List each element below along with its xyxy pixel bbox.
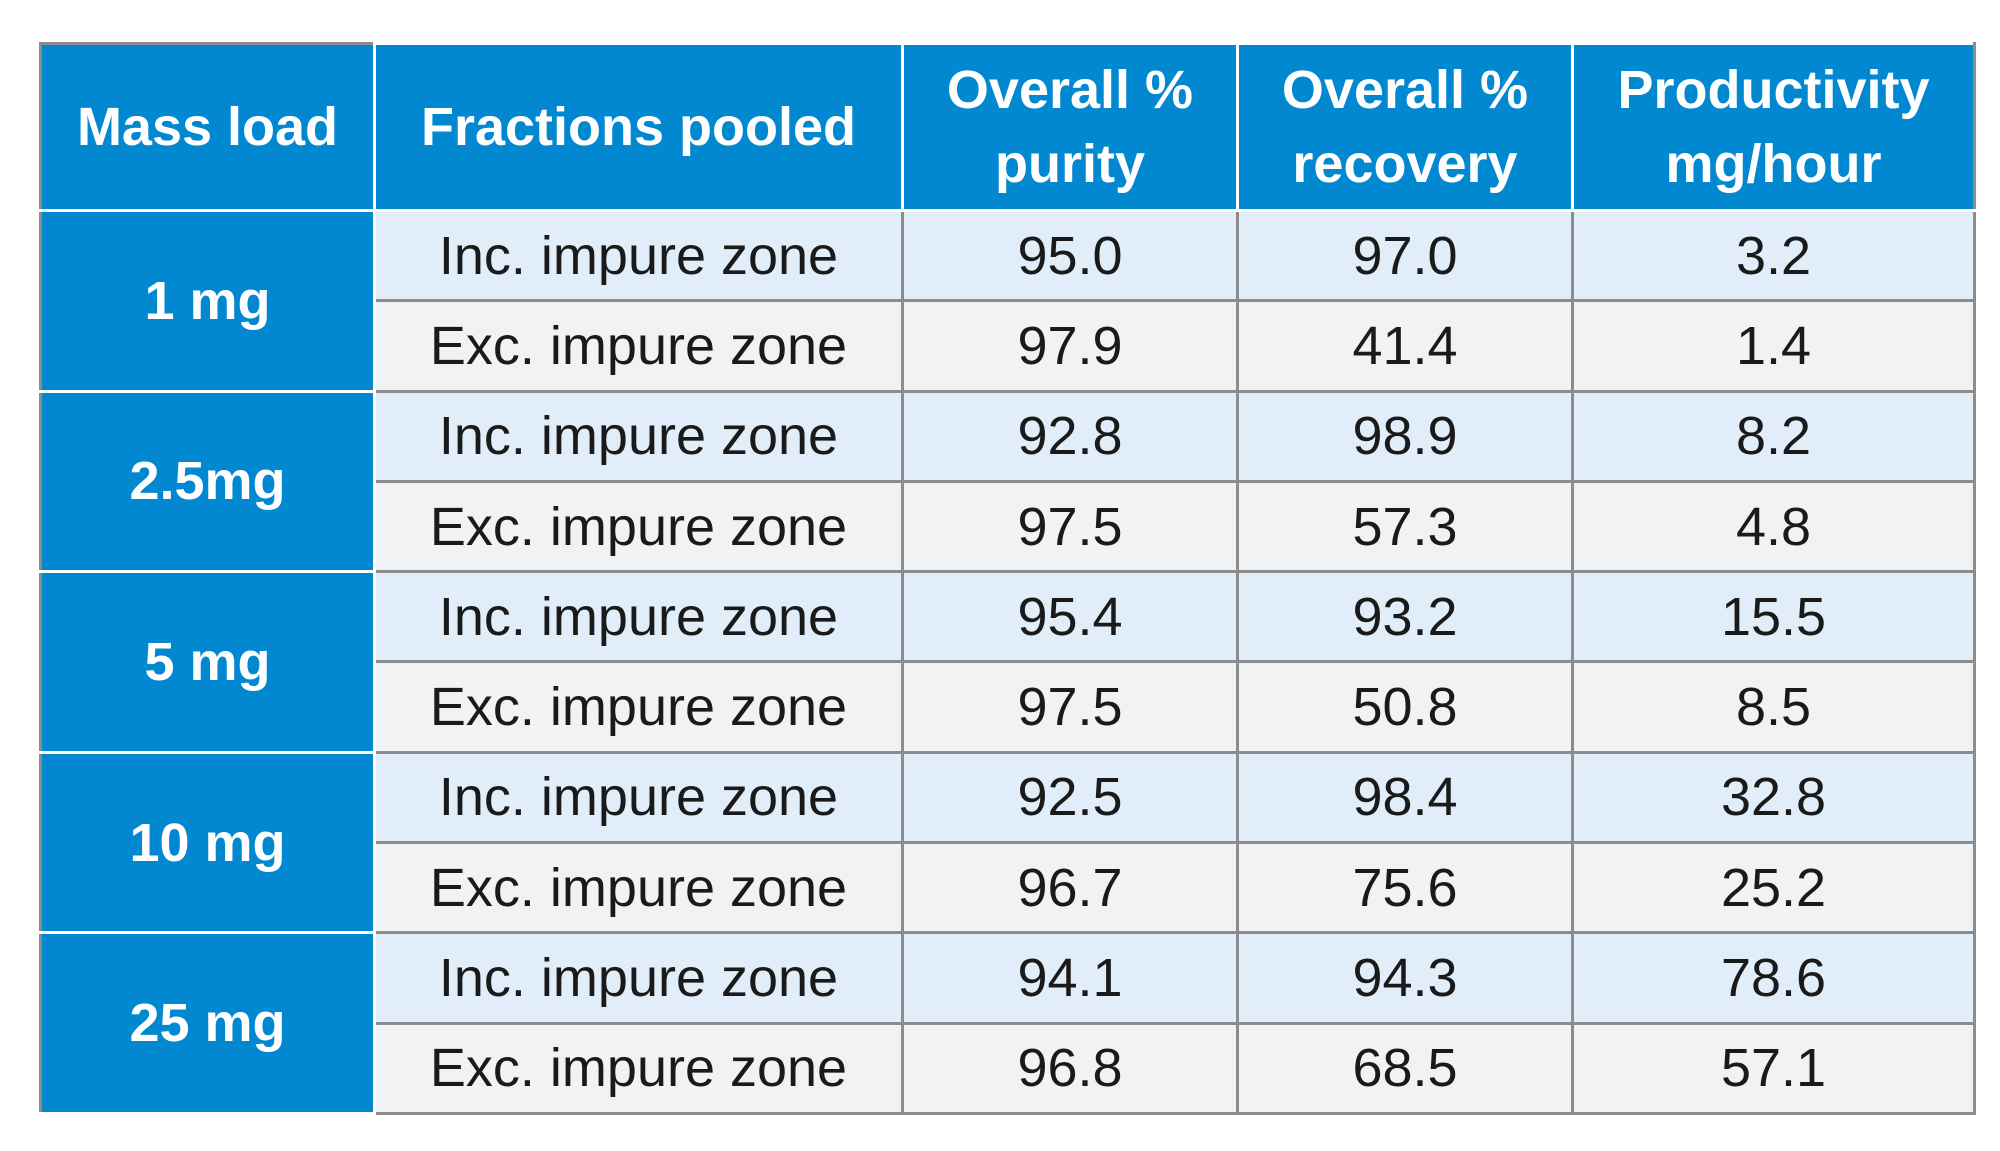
header-overall-purity-line-2: purity: [994, 134, 1145, 194]
fraction-cell: Exc. impure zone: [373, 841, 904, 935]
recovery-cell: 75.6: [1236, 841, 1574, 935]
results-table: Mass load Fractions pooled Overall % pur…: [39, 42, 1976, 1116]
mass-load-cell: 10 mg: [39, 750, 376, 935]
mass-load-cell: 2.5mg: [39, 389, 376, 574]
productivity-cell: 3.2: [1571, 208, 1976, 303]
recovery-cell: 57.3: [1236, 479, 1574, 574]
header-overall-recovery-line-1: Overall %: [1281, 60, 1529, 120]
productivity-cell: 78.6: [1571, 931, 1976, 1025]
results-table-container: Mass load Fractions pooled Overall % pur…: [39, 42, 1976, 1116]
table-row: 1 mg Inc. impure zone 95.0 97.0 3.2: [39, 208, 1976, 393]
header-overall-recovery-line-2: recovery: [1292, 134, 1518, 194]
fraction-cell: Exc. impure zone: [373, 299, 904, 393]
productivity-cell: 8.5: [1571, 660, 1976, 754]
productivity-cell: 1.4: [1571, 299, 1976, 393]
purity-cell: 96.7: [901, 841, 1239, 935]
header-overall-recovery: Overall % recovery: [1236, 42, 1574, 212]
table-row: Exc. impure zone 96.8 68.5 57.1: [41, 1021, 1976, 1116]
header-fractions-pooled-line-1: Fractions pooled: [420, 97, 857, 157]
productivity-cell: 15.5: [1571, 570, 1976, 664]
purity-cell: 95.4: [901, 570, 1239, 664]
fraction-cell: Exc. impure zone: [373, 660, 904, 754]
header-row: Mass load Fractions pooled Overall % pur…: [39, 42, 1976, 212]
purity-cell: 92.8: [901, 389, 1239, 483]
header-mass-load: Mass load: [39, 42, 376, 212]
productivity-cell: 8.2: [1571, 389, 1976, 483]
header-productivity-line-2: mg/hour: [1665, 134, 1882, 194]
fraction-cell: Inc. impure zone: [373, 208, 904, 303]
purity-cell: 96.8: [901, 1021, 1239, 1116]
purity-cell: 97.5: [901, 479, 1239, 574]
purity-cell: 97.9: [901, 299, 1239, 393]
header-mass-load-line-1: Mass load: [76, 97, 339, 157]
mass-load-cell: 1 mg: [39, 209, 376, 393]
table-row: 5 mg Inc. impure zone 95.4 93.2 15.5: [39, 570, 1976, 754]
table-row: Exc. impure zone 96.7 75.6 25.2: [41, 841, 1976, 935]
productivity-cell: 32.8: [1571, 750, 1976, 845]
fraction-cell: Exc. impure zone: [373, 479, 904, 574]
productivity-cell: 25.2: [1571, 841, 1976, 935]
header-fractions-pooled: Fractions pooled: [373, 42, 904, 212]
table-header: Mass load Fractions pooled Overall % pur…: [39, 42, 1976, 212]
recovery-cell: 98.4: [1236, 750, 1574, 845]
recovery-cell: 68.5: [1236, 1021, 1574, 1116]
table-row: Exc. impure zone 97.5 50.8 8.5: [41, 660, 1976, 754]
table-row: 2.5mg Inc. impure zone 92.8 98.9 8.2: [39, 389, 1976, 574]
productivity-cell: 4.8: [1571, 479, 1976, 574]
fraction-cell: Inc. impure zone: [373, 570, 904, 664]
purity-cell: 95.0: [901, 208, 1239, 303]
productivity-cell: 57.1: [1571, 1021, 1976, 1116]
fraction-cell: Exc. impure zone: [373, 1021, 904, 1116]
purity-cell: 94.1: [901, 931, 1239, 1025]
table-row: Exc. impure zone 97.9 41.4 1.4: [41, 299, 1976, 393]
table-row: 25 mg Inc. impure zone 94.1 94.3 78.6: [39, 931, 1976, 1115]
purity-cell: 92.5: [901, 750, 1239, 845]
table-row: 10 mg Inc. impure zone 92.5 98.4 32.8: [39, 750, 1976, 935]
table-body: 1 mg Inc. impure zone 95.0 97.0 3.2 Exc.…: [39, 208, 1976, 1116]
purity-cell: 97.5: [901, 660, 1239, 754]
header-overall-purity-line-1: Overall %: [946, 60, 1194, 120]
header-overall-purity: Overall % purity: [901, 42, 1239, 212]
recovery-cell: 41.4: [1236, 299, 1574, 393]
mass-load-cell: 25 mg: [39, 931, 376, 1115]
recovery-cell: 98.9: [1236, 389, 1574, 483]
recovery-cell: 93.2: [1236, 570, 1574, 664]
table-row: Exc. impure zone 97.5 57.3 4.8: [41, 479, 1976, 574]
header-productivity-line-1: Productivity: [1617, 60, 1930, 120]
fraction-cell: Inc. impure zone: [373, 389, 904, 483]
fraction-cell: Inc. impure zone: [373, 750, 904, 845]
mass-load-cell: 5 mg: [39, 570, 376, 754]
recovery-cell: 50.8: [1236, 660, 1574, 754]
header-productivity: Productivity mg/hour: [1571, 42, 1976, 212]
fraction-cell: Inc. impure zone: [373, 931, 904, 1025]
recovery-cell: 97.0: [1236, 208, 1574, 303]
recovery-cell: 94.3: [1236, 931, 1574, 1025]
